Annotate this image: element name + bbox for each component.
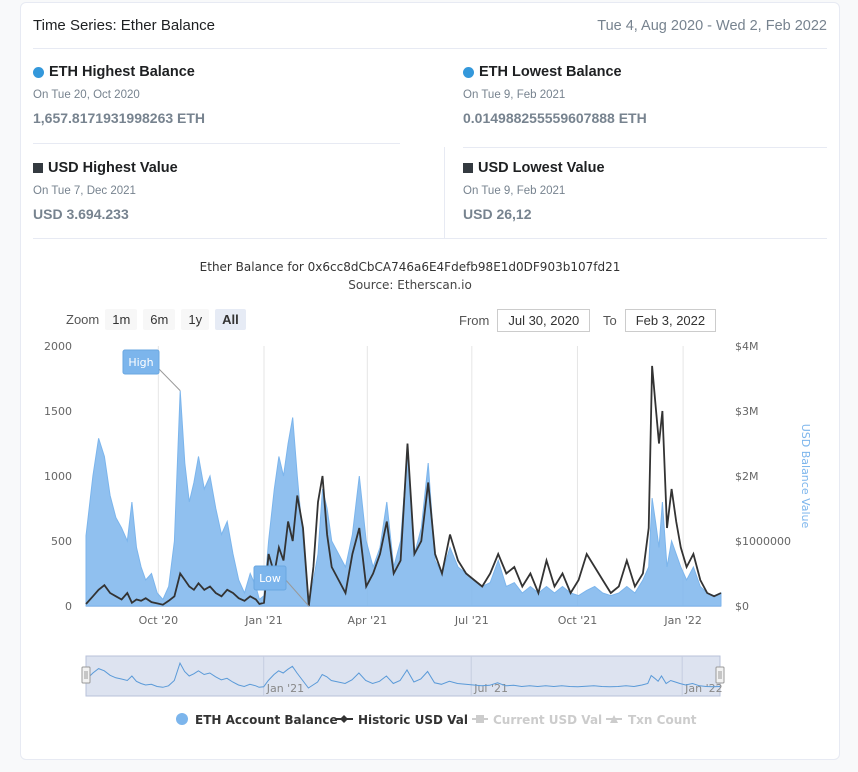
stat-usd-lowest-title: USD Lowest Value: [478, 160, 605, 176]
usd-square-icon: [463, 163, 473, 173]
y-right-tick-label: $1000000: [735, 535, 791, 548]
date-range-from: From Jul 30, 2020: [459, 309, 591, 332]
card-header: Time Series: Ether Balance Tue 4, Aug 20…: [33, 3, 827, 49]
stat-eth-lowest-title: ETH Lowest Balance: [479, 64, 622, 80]
stat-usd-lowest-date: On Tue 9, Feb 2021: [463, 185, 566, 197]
balance-stats: ETH Highest Balance On Tue 20, Oct 2020 …: [33, 50, 827, 239]
y-left-tick-label: 0: [65, 600, 72, 613]
y-right-tick-label: $0: [735, 600, 749, 613]
y-right-tick-label: $4M: [735, 340, 759, 353]
zoom-all-button[interactable]: All: [215, 309, 246, 330]
navigator-tick-label: Jul '21: [473, 682, 508, 695]
divider: [33, 143, 400, 144]
y-right-tick-label: $3M: [735, 405, 759, 418]
navigator-tick-label: Jan '21: [266, 682, 304, 695]
stat-usd-lowest: USD Lowest Value On Tue 9, Feb 2021 USD …: [463, 160, 605, 222]
chart-subtitle: Source: Etherscan.io: [348, 278, 472, 292]
stat-eth-lowest-date: On Tue 9, Feb 2021: [463, 89, 566, 101]
zoom-label: Zoom: [66, 312, 100, 327]
legend-txn-count-marker: [610, 715, 618, 723]
eth-balance-area: [85, 390, 722, 607]
navigator-series-line: [85, 661, 721, 689]
y-left-tick-label: 1500: [44, 405, 72, 418]
y-left-tick-label: 500: [51, 535, 72, 548]
stat-eth-lowest: ETH Lowest Balance On Tue 9, Feb 2021 0.…: [463, 64, 647, 126]
eth-dot-icon: [463, 66, 474, 78]
y-right-axis-title: USD Balance Value: [799, 424, 812, 529]
to-date-input[interactable]: Feb 3, 2022: [624, 309, 717, 332]
legend-eth-label[interactable]: ETH Account Balance: [195, 713, 338, 727]
navigator-tick-label: Jan '22: [684, 682, 722, 695]
stat-usd-lowest-value: USD 26,12: [463, 206, 532, 222]
x-tick-label: Apr '21: [348, 614, 388, 627]
stat-eth-highest-value: 1,657.8171931998263 ETH: [33, 110, 206, 126]
stat-usd-highest-title: USD Highest Value: [48, 160, 178, 176]
legend-current-usd-marker: [476, 715, 484, 723]
from-label: From: [459, 313, 490, 328]
x-tick-label: Jul '21: [454, 614, 489, 627]
navigator-left-handle[interactable]: [81, 666, 91, 684]
x-tick-label: Oct '21: [558, 614, 598, 627]
divider: [463, 147, 827, 148]
eth-dot-icon: [33, 66, 44, 78]
low-annotation-connector: [283, 577, 310, 607]
chart-title: Ether Balance for 0x6cc8dCbCA746a6E4Fdef…: [199, 260, 621, 274]
zoom-1y-button[interactable]: 1y: [181, 309, 210, 330]
stat-usd-highest-value: USD 3.694.233: [33, 206, 129, 222]
zoom-6m-button[interactable]: 6m: [143, 309, 176, 330]
legend-usd-label[interactable]: Historic USD Val: [358, 713, 468, 727]
low-annotation-label: Low: [259, 572, 281, 585]
legend-current-usd-label[interactable]: Current USD Val: [493, 713, 602, 727]
to-label: To: [603, 313, 617, 328]
legend-eth-symbol: [176, 713, 188, 725]
navigator-right-handle[interactable]: [715, 666, 725, 684]
low-annotation-box: [253, 565, 287, 591]
legend-usd-marker: [340, 715, 348, 723]
x-tick-label: Jan '21: [244, 614, 282, 627]
divider: [33, 238, 827, 239]
stat-usd-highest: USD Highest Value On Tue 7, Dec 2021 USD…: [33, 160, 178, 222]
stat-eth-highest-date: On Tue 20, Oct 2020: [33, 89, 140, 101]
date-range-to: To Feb 3, 2022: [603, 309, 717, 332]
zoom-1m-button[interactable]: 1m: [105, 309, 138, 330]
stat-usd-highest-date: On Tue 7, Dec 2021: [33, 185, 136, 197]
card-title: Time Series: Ether Balance: [33, 17, 216, 34]
y-left-tick-label: 2000: [44, 340, 72, 353]
stat-eth-highest-title: ETH Highest Balance: [49, 64, 195, 80]
x-tick-label: Jan '22: [663, 614, 701, 627]
high-annotation-label: High: [128, 356, 153, 369]
ether-balance-card: Time Series: Ether Balance Tue 4, Aug 20…: [20, 2, 840, 760]
stat-eth-highest: ETH Highest Balance On Tue 20, Oct 2020 …: [33, 64, 205, 126]
legend-txn-count-label[interactable]: Txn Count: [628, 713, 697, 727]
y-left-tick-label: 1000: [44, 470, 72, 483]
high-annotation-connector: [157, 367, 181, 391]
divider: [444, 147, 445, 238]
date-range: Tue 4, Aug 2020 - Wed 2, Feb 2022: [597, 17, 827, 34]
historic-usd-line: [85, 365, 722, 607]
from-date-input[interactable]: Jul 30, 2020: [497, 309, 591, 332]
zoom-selector: Zoom 1m 6m 1y All: [66, 309, 252, 330]
x-tick-label: Oct '20: [139, 614, 179, 627]
stat-eth-lowest-value: 0.014988255559607888 ETH: [463, 110, 647, 126]
high-annotation-box: [122, 349, 160, 375]
y-right-tick-label: $2M: [735, 470, 759, 483]
usd-square-icon: [33, 163, 43, 173]
